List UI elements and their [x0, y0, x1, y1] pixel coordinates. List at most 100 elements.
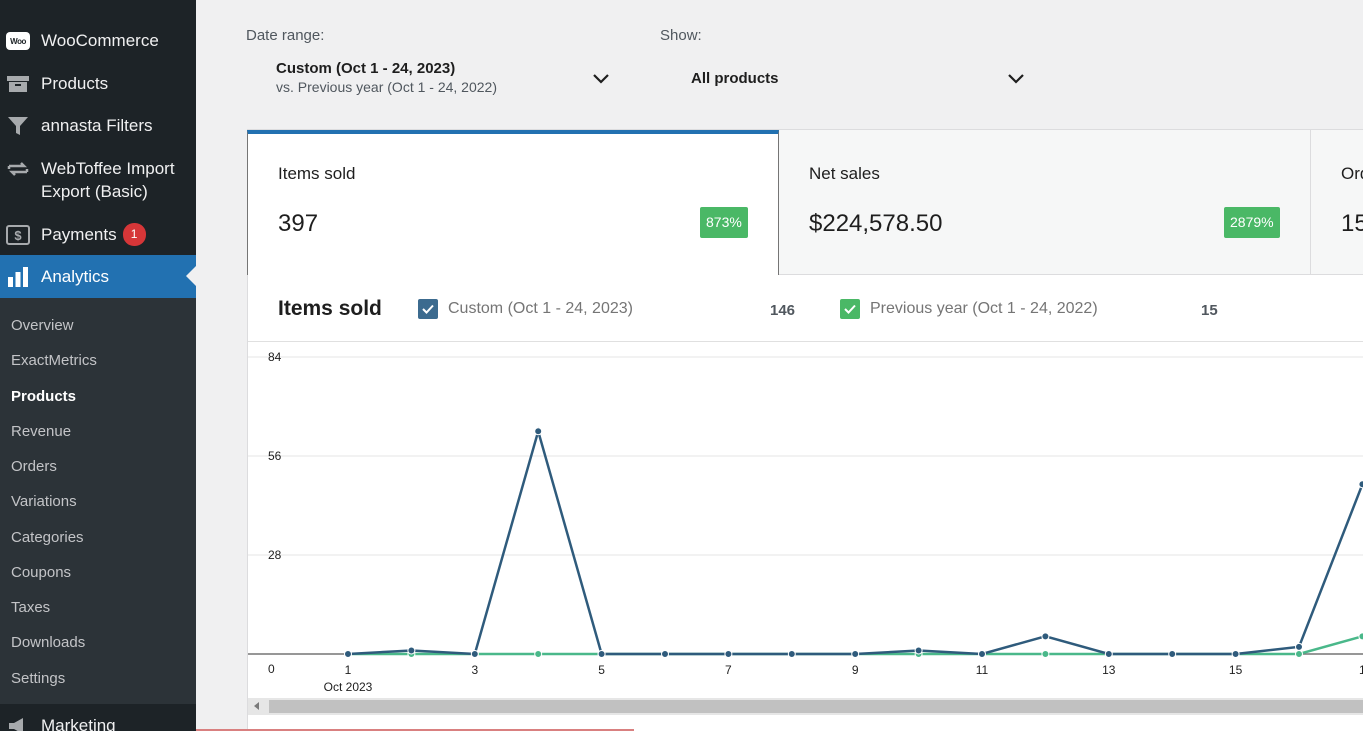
y-tick-label: 28 [268, 548, 282, 562]
submenu-downloads[interactable]: Downloads [11, 634, 86, 651]
analytics-submenu: Overview ExactMetrics Products Revenue O… [0, 298, 196, 704]
submenu-overview[interactable]: Overview [11, 317, 74, 334]
legend-item-previous[interactable]: Previous year (Oct 1 - 24, 2022) [840, 299, 1098, 319]
show-select[interactable]: All products [691, 70, 1031, 94]
scrollbar-thumb[interactable] [269, 700, 1363, 713]
submenu-revenue[interactable]: Revenue [11, 423, 72, 440]
x-tick-label: 9 [852, 663, 859, 677]
date-range-value: Custom (Oct 1 - 24, 2023) [276, 60, 456, 77]
data-point-current [787, 650, 796, 658]
chevron-down-icon[interactable] [591, 68, 611, 88]
horizontal-scrollbar[interactable] [248, 698, 1363, 715]
woocommerce-icon: Woo [6, 29, 30, 53]
card-value: 15 [1341, 210, 1363, 237]
x-tick-label: 13 [1102, 663, 1116, 677]
submenu-exactmetrics[interactable]: ExactMetrics [11, 352, 97, 369]
data-point-previous [1295, 650, 1303, 658]
summary-card-net-sales[interactable]: Net sales $224,578.50 2879% [779, 130, 1311, 276]
chart-panel: Items sold Custom (Oct 1 - 24, 2023) 146… [247, 275, 1363, 731]
y-tick-label: 0 [268, 662, 275, 676]
scroll-left-arrow-icon[interactable] [254, 702, 259, 710]
data-point-current [978, 650, 986, 658]
notification-badge: 1 [122, 223, 146, 246]
summary-card-orders[interactable]: Orders 15 [1311, 130, 1363, 276]
submenu-taxes[interactable]: Taxes [11, 599, 51, 616]
data-point-previous [1041, 650, 1050, 658]
chevron-down-icon[interactable] [1006, 68, 1026, 88]
legend-total: 146 [770, 302, 796, 319]
x-tick-label: 3 [471, 663, 478, 677]
y-tick-label: 56 [268, 449, 282, 463]
megaphone-icon [6, 714, 30, 731]
summary-card-items-sold[interactable]: Items sold 397 873% [247, 130, 779, 276]
x-tick-label: 15 [1229, 663, 1243, 677]
y-tick-label: 84 [268, 350, 282, 364]
delta-badge: 2879% [1224, 207, 1280, 238]
legend-total: 15 [1201, 302, 1218, 319]
bar-chart-icon [6, 265, 30, 289]
svg-text:$: $ [14, 228, 22, 243]
data-point-current [914, 646, 923, 655]
data-point-current [851, 650, 860, 658]
sidebar-item-label: Products [41, 74, 109, 93]
data-point-current [661, 650, 669, 658]
data-point-current [1104, 650, 1113, 658]
data-point-current [1231, 650, 1240, 658]
series-line-current [347, 426, 1363, 656]
import-export-icon [6, 157, 30, 181]
chart-header: Items sold Custom (Oct 1 - 24, 2023) 146… [248, 275, 1363, 342]
summary-numbers: Items sold 397 873% Net sales $224,578.5… [247, 129, 1363, 276]
data-point-current [724, 650, 733, 658]
data-point-previous [534, 650, 543, 658]
date-range-compare: vs. Previous year (Oct 1 - 24, 2022) [276, 79, 497, 95]
card-value: $224,578.50 [809, 210, 943, 237]
checkbox-checked-icon[interactable] [840, 299, 860, 319]
card-title: Orders [1341, 164, 1363, 183]
x-tick-label: 1 [345, 663, 352, 677]
date-range-label: Date range: [246, 27, 325, 44]
checkbox-checked-icon[interactable] [418, 299, 438, 319]
filter-icon [6, 114, 30, 138]
submenu-variations[interactable]: Variations [11, 493, 77, 510]
submenu-categories[interactable]: Categories [11, 529, 84, 546]
data-point-current [407, 646, 416, 655]
submenu-settings[interactable]: Settings [11, 670, 66, 687]
sidebar-item-label: WebToffee Import Export (Basic) [41, 159, 175, 201]
x-tick-label: 7 [725, 663, 732, 677]
data-point-current [534, 427, 543, 436]
payments-icon: $ [6, 223, 30, 247]
legend-item-current[interactable]: Custom (Oct 1 - 24, 2023) [418, 299, 633, 319]
progress-line [196, 729, 634, 731]
x-tick-sublabel: Oct 2023 [324, 680, 373, 694]
sidebar-item-label: WooCommerce [41, 31, 159, 50]
data-point-current [344, 650, 352, 658]
sidebar-item-label: Analytics [41, 267, 110, 286]
card-value: 397 [278, 210, 319, 237]
data-point-current [1168, 650, 1177, 658]
active-arrow [186, 266, 196, 286]
submenu-products[interactable]: Products [11, 388, 77, 405]
show-label: Show: [660, 27, 702, 44]
card-title: Items sold [278, 164, 356, 183]
data-point-previous [1358, 632, 1363, 641]
sidebar-item-label: annasta Filters [41, 116, 153, 135]
chart-title: Items sold [278, 297, 382, 320]
x-tick-label: 5 [598, 663, 605, 677]
data-point-current [1295, 642, 1303, 651]
sidebar-item-label: Payments [41, 225, 117, 244]
submenu-coupons[interactable]: Coupons [11, 564, 72, 581]
data-point-current [470, 650, 479, 658]
sidebar-active-highlight [0, 255, 196, 298]
submenu-orders[interactable]: Orders [11, 458, 57, 475]
archive-icon [6, 72, 30, 96]
data-point-current [597, 650, 606, 658]
delta-badge: 873% [700, 207, 748, 238]
date-range-select[interactable]: Custom (Oct 1 - 24, 2023) vs. Previous y… [276, 60, 616, 100]
data-point-current [1041, 632, 1050, 641]
card-title: Net sales [809, 164, 880, 183]
admin-sidebar: Woo WooCommerce Products annasta Filters… [0, 0, 196, 731]
x-tick-label: 1 [1359, 663, 1363, 677]
sidebar-item-label: Marketing [41, 716, 116, 731]
legend-label: Custom (Oct 1 - 24, 2023) [448, 300, 633, 317]
